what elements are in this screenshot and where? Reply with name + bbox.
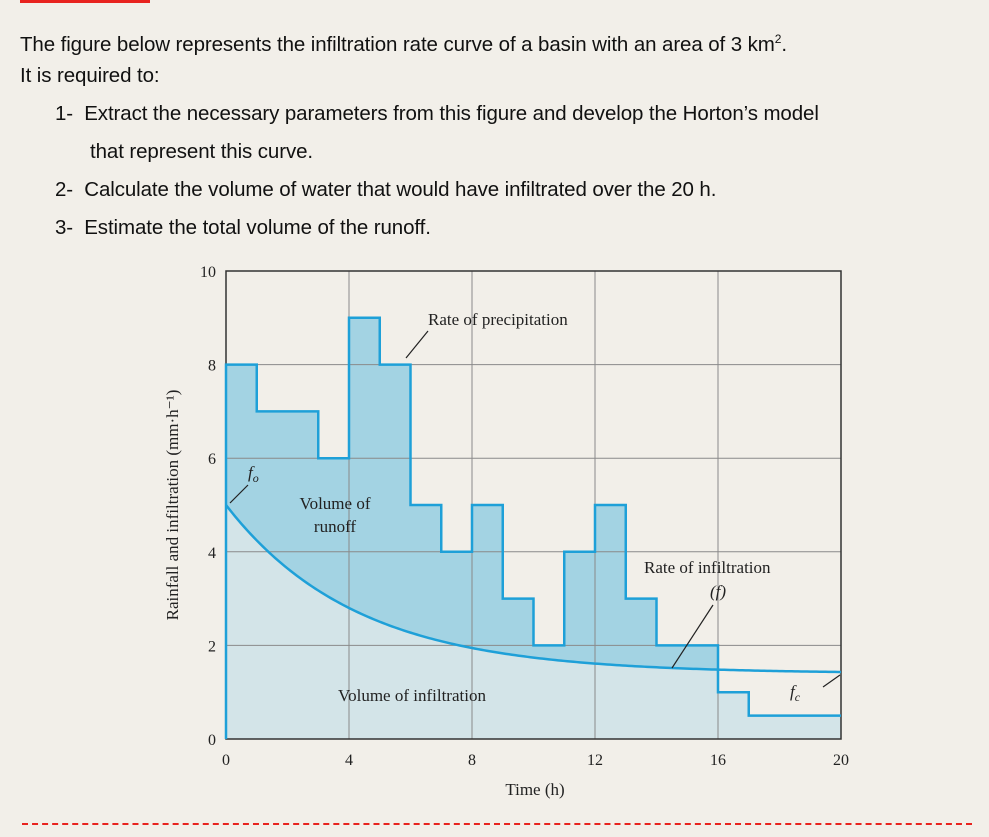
x-axis-label: Time (h) [505,780,564,799]
fc-arrow [822,674,841,688]
infiltration-arrow [671,604,714,669]
intro-line2: It is required to: [20,64,160,87]
x-tick-label: 12 [587,752,603,769]
x-tick-label: 20 [833,752,849,769]
infiltration-area [226,505,841,739]
f0-arrow [229,484,249,504]
x-tick-label: 8 [468,752,476,769]
task-1-continued: that represent this curve. [90,140,314,163]
y-axis-label: Rainfall and infiltration (mm·h⁻¹) [163,390,182,621]
task-2: 2- Calculate the volume of water that wo… [55,178,716,202]
period: . [781,32,787,56]
heading-underline [20,0,150,3]
intro-text: The figure below represents the infiltra… [20,32,787,57]
infiltration-area-label: Volume of infiltration [338,686,486,705]
precipitation-label: Rate of precipitation [428,310,568,329]
y-tick-label: 0 [208,732,216,749]
infiltration-chart: 0 4 8 12 16 20 0 2 4 6 8 10 Time (h) Rainfall and i… [163,264,849,799]
superscript: 2 [774,32,782,46]
task-text: Extract the necessary parameters from th… [84,102,819,125]
x-tick-label: 0 [222,752,230,769]
infiltration-symbol: (f) [710,582,726,601]
y-tick-label: 10 [200,264,216,281]
task-text: Calculate the volume of water that would… [84,178,717,201]
task-3: 3- Estimate the total volume of the runo… [55,216,431,240]
f0-label: fo [248,463,259,485]
y-tick-label: 6 [208,451,216,468]
precipitation-arrow [405,330,429,359]
y-tick-label: 8 [208,358,216,375]
x-tick-label: 4 [345,752,353,769]
infiltration-curve [225,504,842,674]
intro-sentence: The figure below represents the infiltra… [20,32,775,56]
task-text: Estimate the total volume of the runoff. [84,216,431,239]
fc-label: fc [790,682,801,704]
task-number: 1- [55,102,74,125]
y-tick-label: 4 [208,545,216,562]
infiltration-label: Rate of infiltration [644,558,771,577]
runoff-label-1: Volume of [300,494,371,513]
dashed-separator [22,823,972,825]
runoff-label-2: runoff [314,517,357,536]
task-number: 2- [55,178,74,201]
y-tick-label: 2 [208,638,216,655]
x-tick-label: 16 [710,752,726,769]
precipitation-steps [224,316,841,739]
task-1: 1- Extract the necessary parameters from… [55,102,819,126]
task-number: 3- [55,216,74,239]
